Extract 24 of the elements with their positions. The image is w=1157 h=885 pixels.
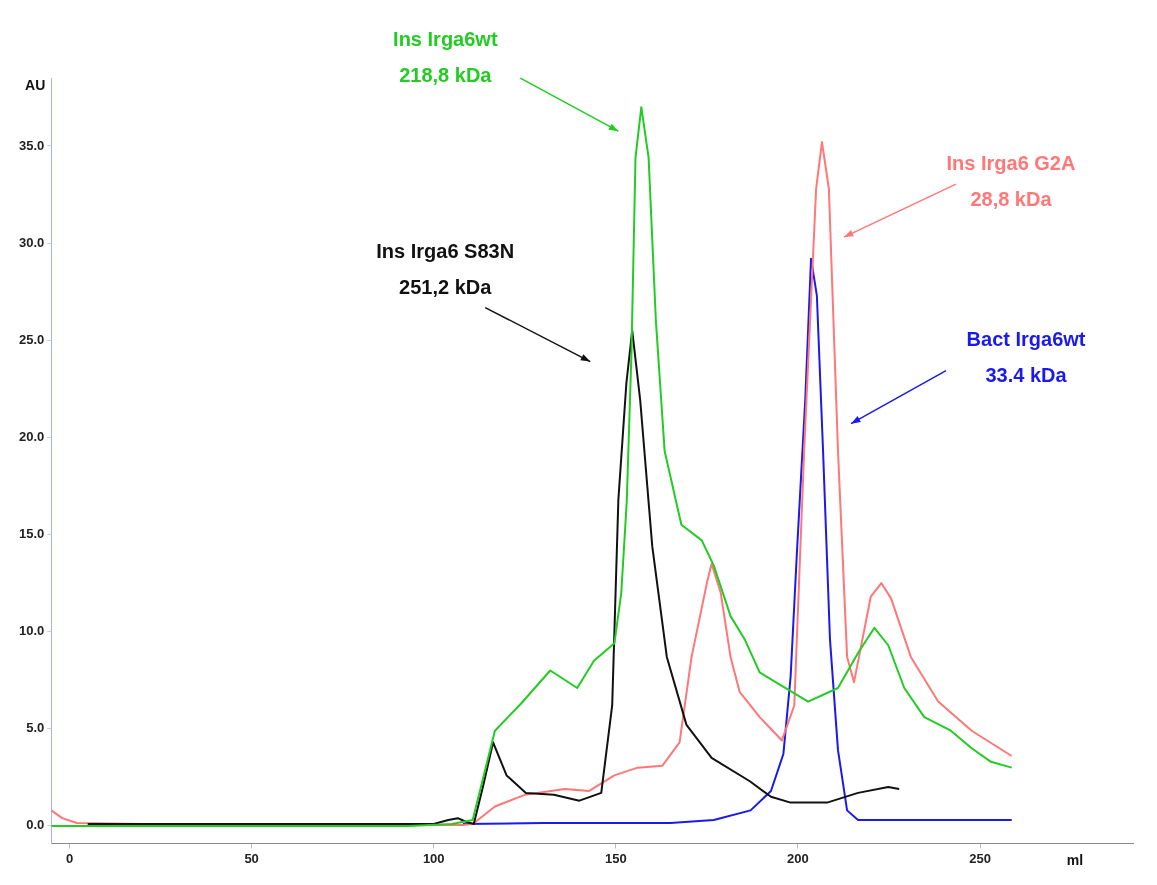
text: Bact Irga6wt bbox=[966, 328, 1086, 351]
y-tick-label: 0.0 bbox=[26, 817, 45, 833]
text: Ins Irga6 S83N bbox=[376, 240, 515, 263]
y-axis-title: AU bbox=[25, 76, 46, 93]
x-tick-label: 100 bbox=[422, 850, 445, 866]
annotation: 218,8 kDa bbox=[399, 63, 493, 86]
y-tick-label: 20.0 bbox=[18, 428, 45, 444]
text: Ins Irga6wt bbox=[393, 27, 498, 50]
annotation: 28,8 kDa bbox=[970, 187, 1053, 210]
annotation: 251,2 kDa bbox=[399, 276, 493, 299]
y-tick-label: 35.0 bbox=[18, 137, 45, 153]
y-tick-label: 10.0 bbox=[18, 623, 45, 639]
y-tick-label: 30.0 bbox=[18, 234, 45, 250]
x-tick-label: 150 bbox=[604, 850, 627, 866]
x-tick-label: 250 bbox=[969, 850, 991, 866]
x-axis-title: ml bbox=[1066, 852, 1084, 869]
y-tick-label: 15.0 bbox=[18, 526, 45, 542]
x-tick-label: 200 bbox=[787, 850, 809, 866]
text: Ins Irga6 G2A bbox=[946, 151, 1076, 174]
annotation: 33.4 kDa bbox=[985, 364, 1068, 387]
x-tick-label: 50 bbox=[244, 850, 259, 866]
x-tick-label: 0 bbox=[65, 850, 74, 866]
y-tick-label: 25.0 bbox=[18, 331, 45, 347]
y-tick-label: 5.0 bbox=[26, 720, 45, 736]
